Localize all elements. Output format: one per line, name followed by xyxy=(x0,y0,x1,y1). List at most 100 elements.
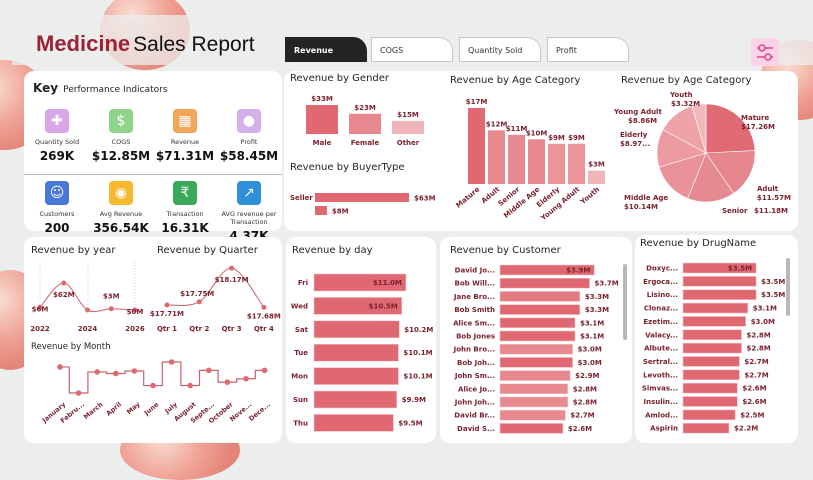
kpi-revenue: ▦ Revenue $71.31M xyxy=(153,109,217,163)
day-value-label: $10.5M xyxy=(369,302,398,310)
agebar-value-label: $9M xyxy=(548,134,565,142)
month-category-label: March xyxy=(82,400,105,421)
quarter-value-label: $18.17M xyxy=(215,276,249,284)
customer-value-label: $3.0M xyxy=(578,346,602,354)
drug-category-label: Lisino... xyxy=(647,291,678,299)
customer-category-label: Alice Sm... xyxy=(453,319,495,327)
tab-revenue[interactable]: Revenue xyxy=(285,37,367,62)
agebar-bar xyxy=(568,143,585,184)
buyertype-value-label: $63M xyxy=(414,195,436,203)
agebar-value-label: $10M xyxy=(526,129,548,137)
filter-button[interactable] xyxy=(751,38,779,66)
quarter-value-label: $17.75M xyxy=(180,290,214,298)
tab-profit[interactable]: Profit xyxy=(547,37,629,62)
agebar-category-label: Mature xyxy=(455,185,482,209)
gender-chart-title: Revenue by Gender xyxy=(290,73,390,84)
month-point xyxy=(113,370,119,377)
customer-value-label: $2.6M xyxy=(568,425,592,433)
year-point xyxy=(132,307,138,313)
customer-bar xyxy=(499,291,581,302)
customer-category-label: Jane Bro... xyxy=(453,293,495,301)
drug-bar xyxy=(682,409,736,421)
tab-quantity-sold[interactable]: Quantity Sold xyxy=(459,37,541,62)
customer-category-label: John Sm... xyxy=(454,372,495,380)
kpi-title-bold: Key xyxy=(33,81,59,95)
month-point xyxy=(75,390,82,396)
quarter-point xyxy=(164,302,170,308)
agepie-category-label: Young Adult xyxy=(613,108,662,116)
customer-scrollbar[interactable] xyxy=(623,264,627,340)
title-medicine: Medicine xyxy=(36,31,131,56)
agebar-value-label: $3M xyxy=(588,161,605,169)
kpi-value: 200 xyxy=(44,221,70,235)
drug-bar xyxy=(682,276,757,287)
title-sales-report: Sales Report xyxy=(133,33,255,56)
month-point xyxy=(243,375,249,382)
drug-bar xyxy=(682,289,757,301)
customer-bar xyxy=(499,423,564,434)
drug-bar xyxy=(682,396,738,407)
money-growth-icon: $ xyxy=(109,109,133,133)
drug-category-label: Amlod... xyxy=(645,411,678,419)
year-point xyxy=(85,307,90,313)
customer-value-label: $3.3M xyxy=(585,293,609,301)
quarter-line xyxy=(166,267,265,308)
customer-bar xyxy=(499,304,581,315)
drug-category-label: Levoth... xyxy=(643,371,678,379)
month-point xyxy=(206,367,212,374)
gender-value-label: $15M xyxy=(397,111,419,119)
quarter-category-label: Qtr 4 xyxy=(254,325,274,333)
year-tick-label: 2024 xyxy=(78,325,98,333)
buyertype-bar xyxy=(315,206,327,215)
agebar-bar xyxy=(488,130,505,184)
drug-category-label: Ergoca... xyxy=(643,278,678,286)
drug-bar xyxy=(682,382,738,394)
kpi-divider xyxy=(24,174,282,175)
customer-chart-title: Revenue by Customer xyxy=(450,245,561,256)
quarter-category-label: Qtr 3 xyxy=(222,325,242,333)
year-point xyxy=(108,306,114,312)
drug-chart-title: Revenue by DrugName xyxy=(640,238,757,249)
agepie-value-label: $3.32M xyxy=(671,100,700,108)
drug-value-label: $2.6M xyxy=(742,385,766,393)
kpi-transaction: ₹ Transaction 16.31K xyxy=(153,181,217,235)
gender-category-label: Female xyxy=(351,139,380,147)
kpi-label: Customers xyxy=(39,210,75,218)
tab-cogs[interactable]: COGS xyxy=(371,37,453,62)
year-value-label: $0M xyxy=(127,308,144,316)
agepie-slice xyxy=(705,150,756,194)
customer-bar xyxy=(499,357,573,368)
kpi-value: $12.85M xyxy=(91,149,151,163)
agepie-category-label: Senior xyxy=(722,207,748,215)
day-value-label: $9.5M xyxy=(398,419,422,427)
kpi-title-rest: Performance Indicators xyxy=(63,85,168,95)
year-point xyxy=(37,304,43,310)
drug-bar xyxy=(682,302,749,314)
drug-value-label: $3.5M xyxy=(761,278,785,286)
day-bar xyxy=(313,367,399,385)
agebar-value-label: $12M xyxy=(486,120,508,128)
customer-value-label: $3.7M xyxy=(595,280,619,288)
kpi-label: Profit xyxy=(240,138,258,146)
customer-bar xyxy=(499,317,576,329)
day-bar xyxy=(313,414,394,432)
year-tick-label: 2026 xyxy=(125,325,145,333)
day-bar xyxy=(313,390,398,409)
quarter-value-label: $17.68M xyxy=(247,312,281,320)
medal-icon: ● xyxy=(237,109,261,133)
drug-value-label: $2.7M xyxy=(744,358,768,366)
agebar-bar xyxy=(528,139,545,184)
agepie-value-label: $10.14M xyxy=(624,203,658,211)
kpi-quantity-sold: ✚ Quantity Sold 269K xyxy=(25,109,89,163)
drug-scrollbar[interactable] xyxy=(786,258,790,316)
agebar-bar xyxy=(548,143,565,184)
customer-bar xyxy=(499,409,566,421)
kpi-cogs: $ COGS $12.85M xyxy=(89,109,153,163)
day-category-label: Fri xyxy=(298,279,308,287)
agepie-value-label: $8.97... xyxy=(620,140,650,148)
agepie-slice xyxy=(691,103,707,154)
month-point xyxy=(261,367,268,374)
day-value-label: $11.0M xyxy=(373,279,402,287)
day-value-label: $10.1M xyxy=(403,349,432,357)
quarter-category-label: Qtr 2 xyxy=(189,325,209,333)
